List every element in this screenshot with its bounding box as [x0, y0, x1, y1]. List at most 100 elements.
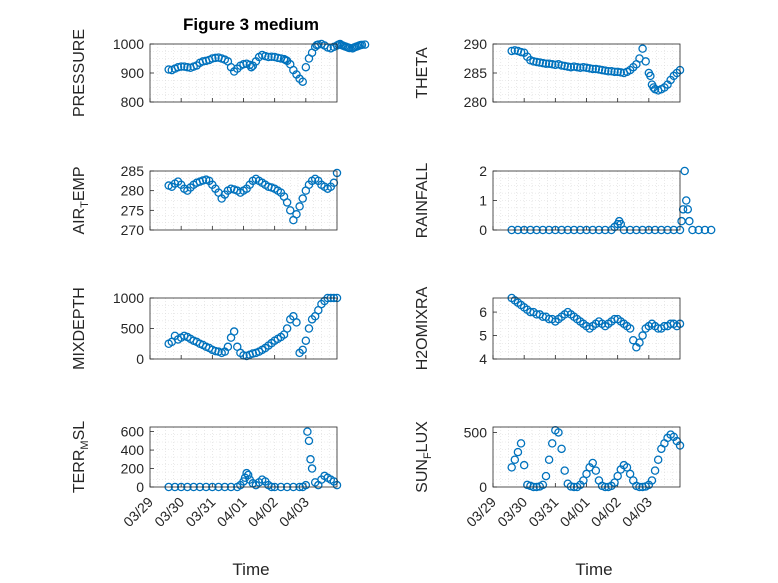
x-tick-label: 03/29 [120, 494, 156, 530]
x-tick-label: 04/01 [557, 494, 593, 530]
data-point [560, 466, 569, 475]
data-point [563, 62, 573, 71]
data-point [597, 65, 607, 75]
data-point [329, 178, 339, 188]
data-point [566, 482, 576, 491]
axes-frame [149, 43, 338, 103]
data-point [678, 205, 688, 214]
data-point [646, 71, 655, 81]
data-point [267, 52, 276, 62]
y-tick-label: 0 [136, 479, 144, 495]
subplot-theta: 280 285 290 THETA [414, 36, 685, 110]
y-tick-label: 0 [479, 222, 487, 238]
data-point [680, 166, 689, 176]
x-tick-label: 04/02 [588, 494, 624, 530]
data-point [306, 455, 315, 464]
y-tick-label: 275 [121, 202, 145, 218]
data-point [164, 65, 173, 74]
axes-frame [492, 43, 681, 103]
y-tick-label: 2 [479, 163, 487, 179]
y-tick-label: 800 [121, 94, 145, 110]
y-tick-label: 6 [479, 304, 487, 320]
data-point [541, 471, 551, 481]
data-point [229, 327, 239, 336]
data-point [198, 57, 208, 66]
data-point [607, 67, 616, 76]
x-tick-label: 04/01 [214, 494, 250, 530]
data-point [535, 58, 545, 67]
data-point [314, 40, 323, 49]
data-point [247, 62, 256, 72]
y-axis-label: H2OMIXRA [414, 286, 431, 370]
data-point [600, 66, 610, 75]
data-point [176, 62, 186, 71]
y-tick-label: 290 [464, 36, 488, 52]
x-tick-label: 03/30 [494, 494, 530, 530]
data-point [538, 58, 548, 68]
data-point [579, 62, 588, 72]
y-tick-label: 285 [464, 65, 488, 81]
data-point [285, 206, 295, 215]
data-point [507, 463, 516, 472]
data-point [516, 47, 526, 57]
data-point [566, 62, 576, 72]
data-point [223, 342, 233, 352]
data-point [681, 196, 691, 205]
data-point [357, 40, 367, 50]
data-point [292, 210, 301, 219]
data-point [560, 61, 569, 71]
data-point [519, 460, 529, 470]
y-tick-label: 270 [121, 222, 145, 238]
subplot-mixdepth: 0 500 1000 MIXDEPTH [71, 287, 342, 370]
data-point [638, 331, 647, 340]
data-point [547, 60, 557, 69]
data-point [591, 466, 601, 475]
data-point [688, 225, 697, 235]
x-tick-label: 04/03 [276, 494, 312, 530]
data-point [576, 63, 585, 73]
y-tick-label: 285 [121, 163, 145, 179]
data-point [650, 466, 660, 475]
data-point [298, 77, 307, 86]
data-point [700, 225, 710, 235]
data-point [298, 194, 307, 203]
x-tick-label: 03/31 [525, 494, 561, 530]
data-point [295, 202, 304, 211]
data-point [243, 470, 253, 480]
data-point [513, 447, 523, 457]
y-tick-label: 0 [136, 351, 144, 367]
y-tick-label: 1000 [113, 290, 144, 306]
y-tick-label: 5 [479, 328, 487, 344]
axes-frame [492, 297, 681, 360]
data-point [635, 338, 644, 347]
data-point [282, 324, 292, 333]
data-point [694, 225, 703, 235]
data-point [591, 64, 601, 74]
data-point [625, 469, 635, 479]
data-point [301, 480, 311, 490]
axes-frame [149, 297, 338, 360]
data-point [641, 57, 650, 66]
data-point [547, 439, 557, 448]
data-point [588, 64, 597, 74]
x-tick-label: 03/31 [182, 494, 218, 530]
data-point [239, 60, 248, 69]
y-tick-label: 600 [121, 424, 145, 440]
y-axis-label: PRESSURE [71, 29, 88, 117]
subplot-terr-msl: 0 200 400 600 03/2903/3003/3104/0104/0204/03… [71, 421, 342, 530]
y-axis-label: AIRTEMP [71, 166, 91, 234]
x-axis-label-left: Time [232, 560, 269, 579]
y-tick-label: 1000 [113, 36, 144, 52]
data-point [622, 463, 632, 472]
y-tick-label: 500 [121, 321, 145, 337]
data-point [706, 225, 716, 235]
data-point [582, 63, 591, 73]
data-point [588, 458, 597, 468]
data-point [173, 62, 183, 72]
data-point [208, 54, 217, 63]
data-point [304, 436, 314, 446]
subplot-pressure: 800 900 1000 PRESSURE [71, 29, 370, 117]
data-point [360, 40, 370, 49]
subplot-rainfall: 0 1 2 RAINFALL [414, 163, 716, 238]
